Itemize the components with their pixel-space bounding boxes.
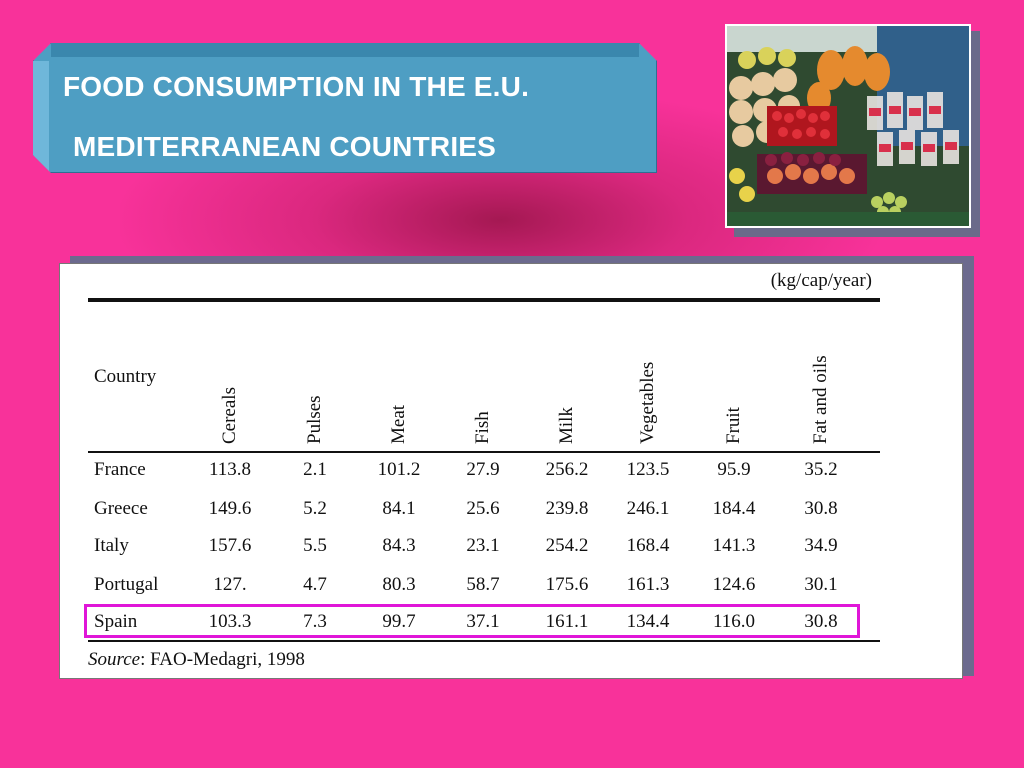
value-cell: 95.9: [717, 459, 751, 480]
value-cell: 37.1: [466, 611, 500, 632]
value-cell: 124.6: [712, 574, 756, 595]
country-cell: Italy: [94, 535, 129, 556]
title-line-1: FOOD CONSUMPTION IN THE E.U.: [63, 71, 530, 102]
table-rule-top: [88, 298, 880, 302]
title-line-2: MEDITERRANEAN COUNTRIES: [73, 131, 497, 162]
value-cell: 30.8: [804, 611, 838, 632]
value-cell: 254.2: [545, 535, 589, 556]
source-text: : FAO-Medagri, 1998: [140, 649, 305, 670]
value-cell: 27.9: [466, 459, 500, 480]
country-cell: Spain: [94, 611, 138, 632]
value-cell: 149.6: [208, 498, 252, 519]
column-header-milk: Milk: [556, 407, 577, 444]
value-cell: 175.6: [545, 574, 589, 595]
source-note: Source: FAO-Medagri, 1998: [88, 649, 305, 671]
value-cell: 2.1: [303, 459, 327, 480]
value-cell: 5.5: [303, 535, 327, 556]
value-cell: 134.4: [626, 611, 670, 632]
value-cell: 35.2: [804, 459, 838, 480]
value-cell: 30.8: [804, 498, 838, 519]
value-cell: 113.8: [208, 459, 252, 480]
table-rule-bottom: [88, 640, 880, 642]
value-cell: 157.6: [208, 535, 252, 556]
column-header-cereals: Cereals: [219, 387, 240, 444]
column-header-fruit: Fruit: [723, 407, 744, 444]
title-banner-bevel-left: [33, 61, 49, 173]
column-header-meat: Meat: [388, 404, 409, 444]
value-cell: 161.1: [545, 611, 589, 632]
country-cell: France: [94, 459, 146, 480]
column-header-pulses: Pulses: [304, 395, 325, 444]
value-cell: 246.1: [626, 498, 670, 519]
value-cell: 4.7: [303, 574, 327, 595]
value-cell: 99.7: [382, 611, 416, 632]
column-header-vegetables: Vegetables: [637, 361, 658, 444]
column-header-fish: Fish: [472, 411, 493, 444]
value-cell: 30.1: [804, 574, 838, 595]
value-cell: 103.3: [208, 611, 252, 632]
country-cell: Greece: [94, 498, 148, 519]
fruit-market-illustration: [727, 26, 969, 226]
value-cell: 23.1: [466, 535, 500, 556]
value-cell: 116.0: [712, 611, 756, 632]
spain-row-highlight: [84, 604, 860, 638]
value-cell: 25.6: [466, 498, 500, 519]
value-cell: 161.3: [626, 574, 670, 595]
value-cell: 184.4: [712, 498, 756, 519]
value-cell: 84.3: [382, 535, 416, 556]
title-banner: FOOD CONSUMPTION IN THE E.U. MEDITERRANE…: [33, 43, 657, 173]
value-cell: 123.5: [626, 459, 670, 480]
value-cell: 239.8: [545, 498, 589, 519]
value-cell: 127.: [213, 574, 247, 595]
country-cell: Portugal: [94, 574, 159, 595]
value-cell: 58.7: [466, 574, 500, 595]
units-label: (kg/cap/year): [770, 270, 872, 291]
value-cell: 7.3: [303, 611, 327, 632]
value-cell: 5.2: [303, 498, 327, 519]
value-cell: 141.3: [712, 535, 756, 556]
value-cell: 101.2: [377, 459, 421, 480]
consumption-table-panel: (kg/cap/year) Country Cereals Pulses Meat F…: [59, 263, 963, 679]
table-rule-header: [88, 451, 880, 453]
value-cell: 168.4: [626, 535, 670, 556]
fruit-market-photo: [725, 24, 971, 228]
value-cell: 84.1: [382, 498, 416, 519]
source-label: Source: [88, 649, 141, 670]
value-cell: 34.9: [804, 535, 838, 556]
title-banner-bevel-top: [51, 43, 639, 57]
country-column-header: Country: [94, 366, 157, 387]
value-cell: 256.2: [545, 459, 589, 480]
value-cell: 80.3: [382, 574, 416, 595]
column-header-fat-and-oils: Fat and oils: [810, 355, 831, 444]
